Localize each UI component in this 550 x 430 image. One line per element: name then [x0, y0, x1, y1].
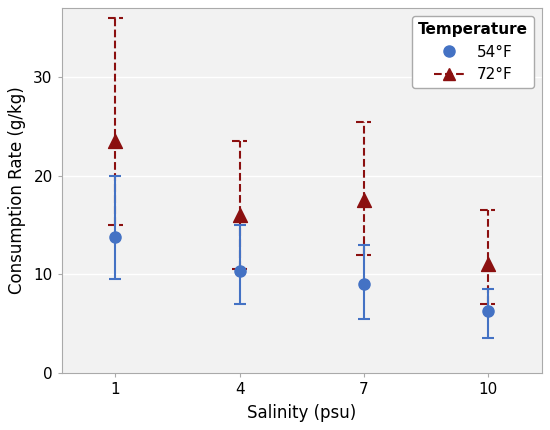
Point: [483, 261, 492, 268]
X-axis label: Salinity (psu): Salinity (psu): [247, 404, 356, 422]
Point: [359, 197, 368, 204]
Point: [235, 212, 244, 218]
Point: [111, 138, 120, 145]
Y-axis label: Consumption Rate (g/kg): Consumption Rate (g/kg): [8, 86, 26, 295]
Legend: 54°F, 72°F: 54°F, 72°F: [412, 16, 534, 89]
